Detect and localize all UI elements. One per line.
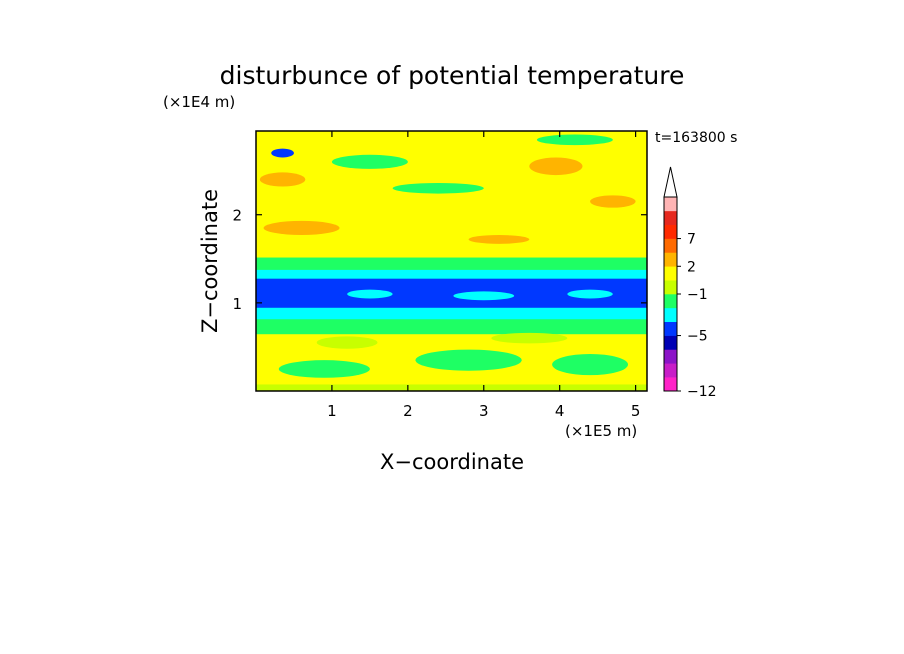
x-tick-label: 2 bbox=[403, 402, 413, 420]
colorbar-tick-label: −1 bbox=[687, 287, 708, 303]
colorbar-swatch bbox=[664, 252, 677, 267]
contour-band-0 bbox=[256, 383, 647, 391]
colorbar: 7 2 −1 −5 −12 bbox=[663, 166, 717, 400]
x-tick-label: 5 bbox=[631, 402, 641, 420]
contour-band-3 bbox=[256, 307, 647, 320]
colorbar-top-arrow bbox=[663, 166, 678, 198]
plot-frame bbox=[255, 130, 648, 392]
colorbar-swatch bbox=[664, 210, 677, 226]
colorbar-swatch bbox=[664, 197, 677, 212]
contour-blob-1 bbox=[263, 220, 340, 236]
colorbar-swatch bbox=[664, 335, 677, 350]
contour-blob-0 bbox=[259, 172, 306, 187]
x-axis-unit: (×1E5 m) bbox=[565, 422, 637, 440]
y-tick-label: 2 bbox=[232, 207, 242, 225]
contour-blob-4 bbox=[468, 235, 530, 244]
colorbar-swatch bbox=[664, 307, 677, 323]
colorbar-swatch bbox=[664, 224, 677, 239]
colorbar-swatch bbox=[664, 377, 677, 392]
colorbar-tick-label: −5 bbox=[687, 329, 708, 345]
colorbar-swatch bbox=[664, 294, 677, 309]
contour-blob-5 bbox=[271, 148, 294, 158]
contour-band-5 bbox=[256, 269, 647, 279]
x-tick-label: 4 bbox=[555, 402, 565, 420]
contour-band-7 bbox=[256, 131, 647, 258]
contour-blob-11 bbox=[567, 289, 613, 299]
contour-blob-2 bbox=[529, 157, 583, 176]
contour-blob-12 bbox=[278, 360, 370, 378]
colorbar-swatch bbox=[664, 321, 677, 336]
colorbar-tick-label: 2 bbox=[687, 259, 696, 275]
contour-field bbox=[256, 131, 647, 391]
contour-blob-10 bbox=[453, 291, 515, 301]
contour-blob-14 bbox=[552, 353, 629, 376]
chart-title: disturbunce of potential temperature bbox=[220, 61, 685, 90]
contour-blob-15 bbox=[316, 336, 378, 349]
contour-blob-16 bbox=[491, 332, 568, 344]
x-tick-label: 1 bbox=[327, 402, 337, 420]
colorbar-swatch bbox=[664, 349, 677, 364]
colorbar-tick-label: 7 bbox=[687, 232, 696, 248]
y-axis-label: Z−coordinate bbox=[198, 189, 222, 333]
x-axis-label: X−coordinate bbox=[380, 450, 524, 474]
contour-blob-6 bbox=[331, 154, 408, 169]
colorbar-swatch bbox=[664, 280, 677, 295]
colorbar-swatch bbox=[664, 266, 677, 281]
contour-blob-7 bbox=[392, 183, 484, 194]
contour-blob-13 bbox=[415, 349, 522, 371]
colorbar-tick-label: −12 bbox=[687, 384, 717, 400]
contour-band-2 bbox=[256, 318, 647, 335]
y-axis-unit: (×1E4 m) bbox=[163, 93, 235, 111]
time-label: t=163800 s bbox=[655, 130, 737, 146]
contour-band-6 bbox=[256, 257, 647, 270]
colorbar-swatch bbox=[664, 238, 677, 253]
x-tick-label: 3 bbox=[479, 402, 489, 420]
y-axis: 12 bbox=[232, 207, 647, 313]
colorbar-swatch bbox=[664, 363, 677, 378]
contour-blob-9 bbox=[347, 289, 393, 299]
contour-blob-3 bbox=[590, 195, 636, 208]
x-axis: 1 2 3 4 5 bbox=[327, 131, 640, 420]
contour-blob-8 bbox=[536, 134, 613, 146]
y-tick-label: 1 bbox=[232, 295, 242, 313]
